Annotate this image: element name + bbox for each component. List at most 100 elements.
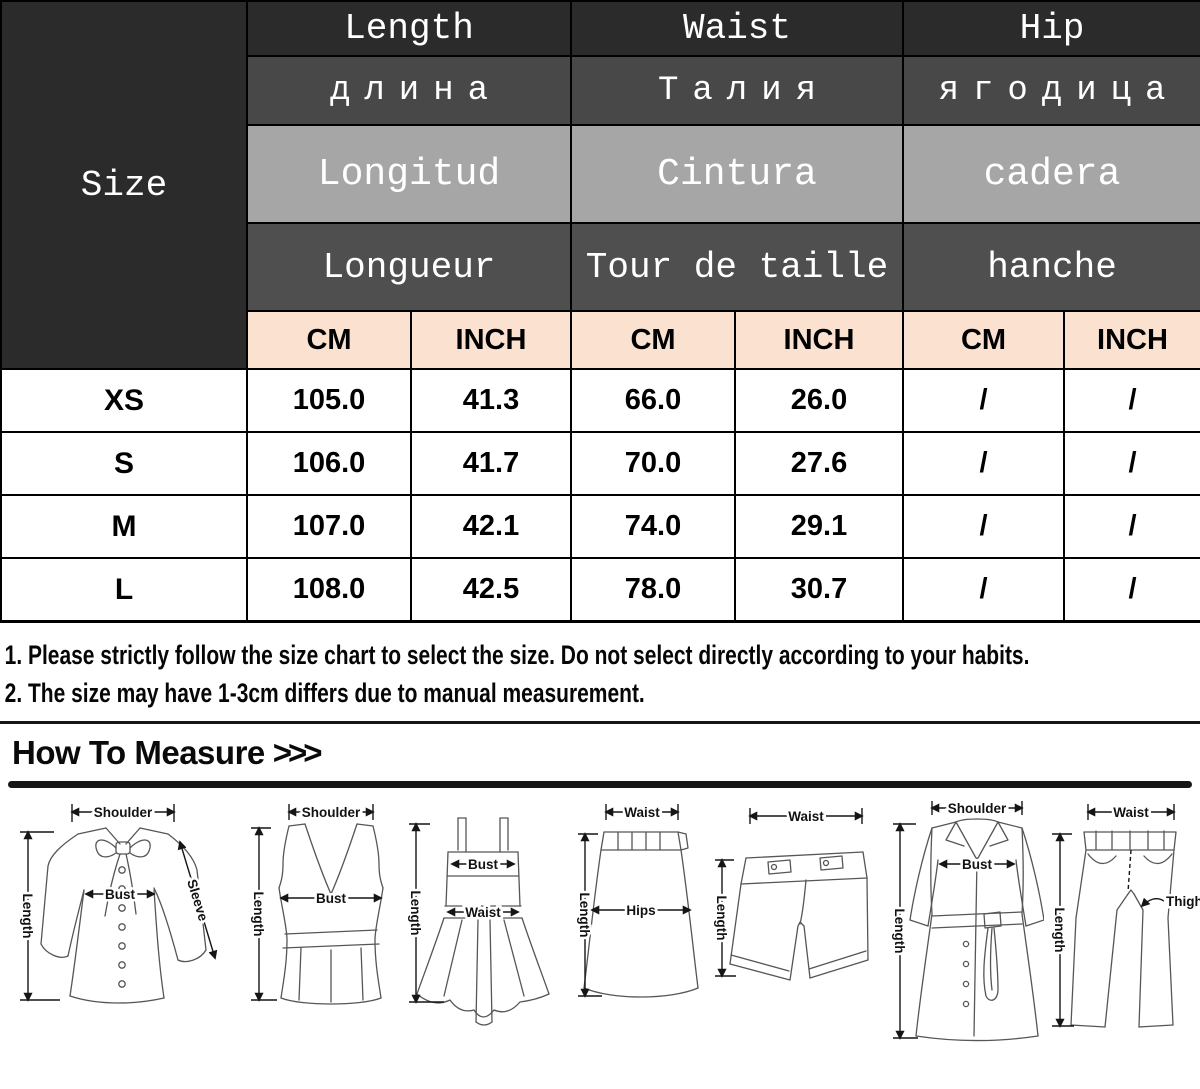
skirt-waist-label: Waist [624, 805, 660, 820]
pants-outline [1070, 830, 1177, 1028]
header-hip-en: Hip [902, 0, 1200, 57]
figure-dress: Length Bust Waist [400, 798, 568, 1048]
row-size-label: XS [0, 368, 248, 433]
header-waist-ru: Талия [570, 55, 904, 126]
header-length-ru: длина [246, 55, 572, 126]
size-chart-table: Size Length Waist Hip длина Талия ягодиц… [0, 0, 1200, 623]
skirt-dimensions: Waist Length Hips [575, 803, 692, 998]
pants-dimensions: Waist Length Thigh [1050, 803, 1200, 1028]
cell-waist-inch: 30.7 [734, 557, 904, 623]
cell-length-inch: 42.1 [410, 494, 572, 559]
note-1: 1. Please strictly follow the size chart… [4, 640, 1030, 670]
dress-bust-label: Bust [468, 857, 499, 872]
unit-header-waist-inch: INCH [734, 310, 904, 370]
cell-hip-inch: / [1063, 431, 1200, 496]
note-2: 2. The size may have 1-3cm differs due t… [4, 678, 645, 708]
figure-skirt: Waist Length Hips [572, 798, 712, 1048]
pants-waist-label: Waist [1113, 805, 1149, 820]
row-size-label: L [0, 557, 248, 623]
dress-length-label: Length [408, 891, 423, 936]
cell-length-cm: 105.0 [246, 368, 412, 433]
cell-hip-cm: / [902, 368, 1065, 433]
tank-top-length-label: Length [251, 892, 266, 937]
blouse-length-label: Length [20, 894, 35, 939]
cell-waist-cm: 70.0 [570, 431, 736, 496]
unit-header-length-inch: INCH [410, 310, 572, 370]
cell-hip-cm: / [902, 494, 1065, 559]
dress-dimensions: Length Bust Waist [406, 822, 520, 1004]
coat-bust-label: Bust [962, 857, 993, 872]
cell-hip-inch: / [1063, 368, 1200, 433]
tank-top-bust-label: Bust [316, 891, 347, 906]
unit-header-length-cm: CM [246, 310, 412, 370]
cell-length-cm: 107.0 [246, 494, 412, 559]
table-row: S 106.0 41.7 70.0 27.6 / / [0, 431, 1200, 496]
notes: 1. Please strictly follow the size chart… [0, 623, 1195, 712]
tank-top-drawing: Shoulder Length Bust [249, 803, 384, 1005]
skirt-length-label: Length [577, 893, 592, 938]
cell-length-inch: 42.5 [410, 557, 572, 623]
blouse-dimensions: Shoulder Length Bust Sleeve [18, 803, 218, 1002]
dress-outline [416, 817, 550, 1026]
cell-length-inch: 41.7 [410, 431, 572, 496]
tank-top-shoulder-label: Shoulder [302, 805, 361, 820]
coat-outline [909, 818, 1044, 1042]
figure-pants: Waist Length Thigh [1044, 798, 1200, 1048]
shorts-outline [729, 851, 869, 981]
how-to-measure-title: How To Measure >>> [12, 734, 1200, 772]
figure-tank-top: Shoulder Length Bust [243, 798, 401, 1048]
cell-waist-inch: 27.6 [734, 431, 904, 496]
header-length-en: Length [246, 0, 572, 57]
cell-waist-inch: 29.1 [734, 494, 904, 559]
cell-length-cm: 108.0 [246, 557, 412, 623]
table-row: XS 105.0 41.3 66.0 26.0 / / [0, 368, 1200, 433]
cell-hip-inch: / [1063, 557, 1200, 623]
coat-shoulder-label: Shoulder [948, 801, 1007, 816]
figure-shorts: Waist Length [710, 798, 888, 1048]
dress-drawing: Length Bust Waist [406, 817, 550, 1026]
figure-coat: Shoulder Length Bust [886, 798, 1044, 1050]
coat-dimensions: Shoulder Length Bust [890, 799, 1024, 1040]
blouse-sleeve-label: Sleeve [184, 877, 211, 923]
tank-top-outline [278, 823, 384, 1005]
blouse-bust-label: Bust [105, 887, 136, 902]
skirt-hips-label: Hips [626, 903, 655, 918]
cell-waist-cm: 78.0 [570, 557, 736, 623]
pants-drawing: Waist Length Thigh [1050, 803, 1200, 1028]
cell-waist-inch: 26.0 [734, 368, 904, 433]
header-waist-es: Cintura [570, 124, 904, 224]
cell-length-inch: 41.3 [410, 368, 572, 433]
cell-hip-cm: / [902, 431, 1065, 496]
shorts-dimensions: Waist Length [712, 807, 864, 978]
header-hip-fr: hanche [902, 222, 1200, 312]
unit-header-waist-cm: CM [570, 310, 736, 370]
cell-length-cm: 106.0 [246, 431, 412, 496]
header-length-fr: Longueur [246, 222, 572, 312]
divider-thick [8, 781, 1192, 788]
header-waist-fr: Tour de taille [570, 222, 904, 312]
unit-header-hip-cm: CM [902, 310, 1065, 370]
figure-blouse: Shoulder Length Bust Sleeve [8, 798, 240, 1048]
cell-waist-cm: 66.0 [570, 368, 736, 433]
blouse-drawing: Shoulder Length Bust Sleeve [18, 803, 218, 1004]
shorts-drawing: Waist Length [712, 807, 869, 981]
header-length-es: Longitud [246, 124, 572, 224]
shorts-length-label: Length [714, 896, 729, 941]
tank-top-dimensions: Shoulder Length Bust [249, 803, 383, 1002]
row-size-label: S [0, 431, 248, 496]
cell-hip-cm: / [902, 557, 1065, 623]
cell-hip-inch: / [1063, 494, 1200, 559]
pants-thigh-label: Thigh [1166, 894, 1200, 909]
table-row: L 108.0 42.5 78.0 30.7 / / [0, 557, 1200, 623]
row-size-label: M [0, 494, 248, 559]
chevrons-icon: >>> [272, 734, 323, 771]
skirt-drawing: Waist Length Hips [575, 803, 699, 998]
blouse-outline [40, 827, 207, 1004]
pants-length-label: Length [1052, 908, 1067, 953]
cell-waist-cm: 74.0 [570, 494, 736, 559]
coat-drawing: Shoulder Length Bust [890, 799, 1044, 1042]
dress-waist-label: Waist [465, 905, 501, 920]
blouse-shoulder-label: Shoulder [94, 805, 153, 820]
how-to-measure-figures: Shoulder Length Bust Sleeve [0, 798, 1200, 1050]
